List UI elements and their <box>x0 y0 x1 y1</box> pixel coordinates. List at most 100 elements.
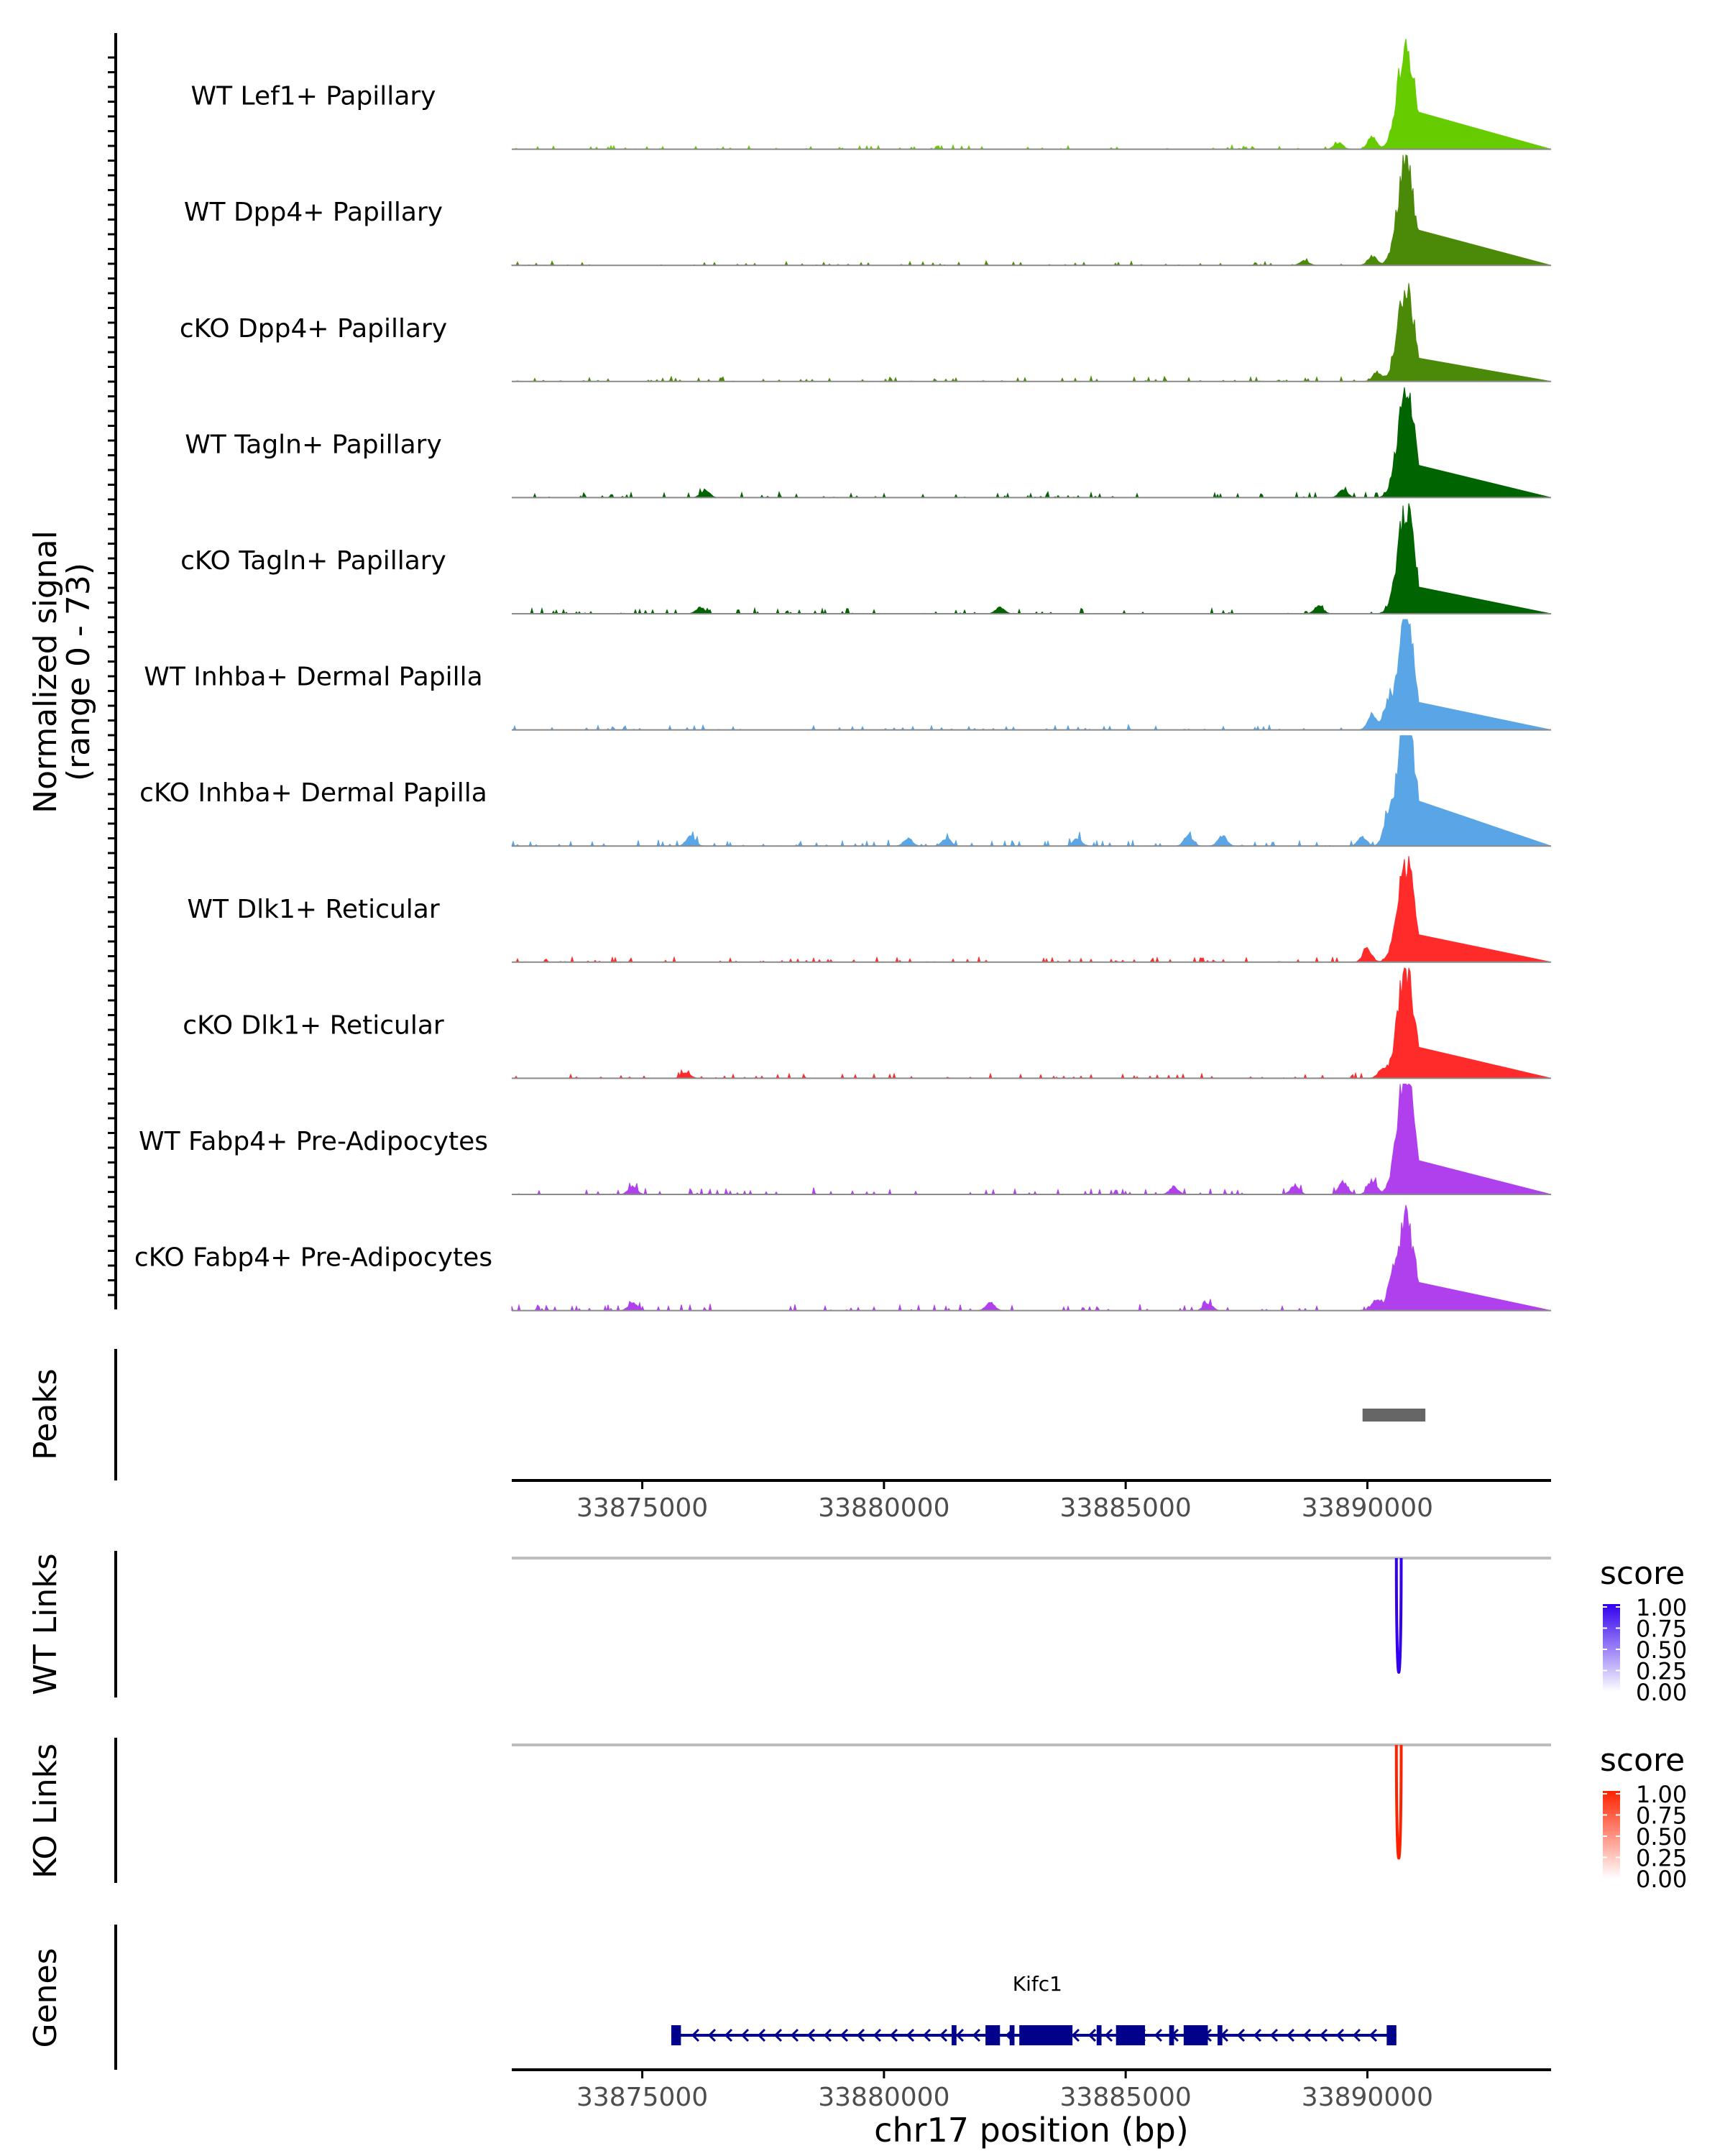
x-axis-tick-label: 33890000 <box>1302 2083 1433 2112</box>
coverage-area <box>512 619 1552 731</box>
coverage-y-axis <box>108 33 117 1309</box>
x-axis-tick-label: 33890000 <box>1302 1493 1433 1523</box>
gene-name-label: Kifc1 <box>1013 1972 1062 1996</box>
gene-strand-arrow <box>1335 2028 1345 2042</box>
peak-regions <box>1362 1409 1426 1422</box>
peaks-label: Peaks <box>27 1368 64 1460</box>
wt-link-arc <box>1394 1557 1403 1674</box>
gene-strand-arrow <box>873 2028 882 2042</box>
legend-tick-label: 0.25 <box>1636 1658 1687 1685</box>
coverage-area <box>512 387 1552 499</box>
coverage-ylabel: Normalized signal <box>27 530 64 814</box>
ko-score-legend: score 1.000.750.500.250.00 <box>1600 1742 1687 1893</box>
coverage-area <box>512 1083 1552 1196</box>
x-axis-tick-label: 33880000 <box>818 2083 949 2112</box>
gene-strand-arrow <box>1253 2028 1262 2042</box>
gene-strand-arrow <box>889 2028 898 2042</box>
wt-score-legend: score 1.000.750.500.250.00 <box>1600 1555 1687 1706</box>
legend-tick-label: 0.50 <box>1636 1823 1687 1851</box>
coverage-track-label: WT Inhba+ Dermal Papilla <box>144 663 482 692</box>
coverage-tracks: WT Lef1+ Papillary WT Dpp4+ Papillary cKO … <box>134 38 1552 1312</box>
gene-exon <box>1019 2025 1073 2045</box>
coverage-track-label: WT Dlk1+ Reticular <box>187 895 439 924</box>
gene-strand-arrow <box>955 2028 965 2042</box>
gene-strand-arrow <box>1236 2028 1246 2042</box>
gene-strand-arrow <box>1087 2028 1097 2042</box>
coverage-area <box>512 503 1552 615</box>
gene-strand-arrow <box>972 2028 981 2042</box>
coverage-track-label: cKO Fabp4+ Pre-Adipocytes <box>134 1243 492 1273</box>
legend-tick-label: 0.75 <box>1636 1802 1687 1830</box>
gene-strand-arrow <box>806 2028 816 2042</box>
coverage-track-label: WT Tagln+ Papillary <box>185 430 442 459</box>
x-axis-title: chr17 position (bp) <box>874 2111 1189 2150</box>
top-x-axis-ticks: 33875000 33880000 33885000 33890000 <box>576 1480 1433 1523</box>
gene-exon <box>1217 2025 1223 2045</box>
coverage-y-ticks <box>108 56 116 1296</box>
legend-tick-label: 0.75 <box>1636 1616 1687 1643</box>
gene-strand-arrow <box>1071 2028 1080 2042</box>
coverage-track-label: WT Dpp4+ Papillary <box>184 198 443 227</box>
coverage-area <box>512 282 1552 382</box>
gene-exon <box>1183 2025 1208 2045</box>
coverage-area <box>512 967 1552 1079</box>
gene-strand-arrow <box>1368 2028 1378 2042</box>
coverage-ylabel-range: (range 0 - 73) <box>60 563 97 781</box>
wt-legend-colorbar <box>1603 1604 1620 1692</box>
ko-legend-colorbar <box>1603 1791 1620 1879</box>
legend-tick-label: 0.25 <box>1636 1845 1687 1872</box>
gene-strand-arrow <box>1302 2028 1312 2042</box>
legend-tick-label: 1.00 <box>1636 1781 1687 1808</box>
wt-legend-labels: 1.000.750.500.250.00 <box>1603 1594 1687 1706</box>
gene-strand-arrow <box>790 2028 799 2042</box>
x-axis-tick-label: 33885000 <box>1060 2083 1192 2112</box>
coverage-track-label: WT Fabp4+ Pre-Adipocytes <box>139 1127 488 1156</box>
gene-exon <box>1009 2025 1015 2045</box>
gene-strand-arrow <box>1319 2028 1328 2042</box>
bottom-x-axis-ticks: 33875000 33880000 33885000 33890000 <box>576 2070 1433 2112</box>
genes-label: Genes <box>27 1948 64 2047</box>
ko-legend-labels: 1.000.750.500.250.00 <box>1603 1781 1687 1893</box>
legend-tick-label: 1.00 <box>1636 1594 1687 1621</box>
gene-strand-arrow <box>740 2028 750 2042</box>
coverage-area <box>511 735 1552 847</box>
gene-strand-arrow <box>1154 2028 1163 2042</box>
gene-exon <box>952 2025 957 2045</box>
gene-exon <box>1116 2025 1146 2045</box>
x-axis-tick-label: 33885000 <box>1060 1493 1192 1523</box>
x-axis-tick-label: 33875000 <box>576 1493 708 1523</box>
gene-strand-arrow <box>1104 2028 1113 2042</box>
gene-strand-arrow <box>1269 2028 1279 2042</box>
gene-strand-arrow <box>823 2028 832 2042</box>
coverage-area <box>511 154 1552 267</box>
legend-tick-label: 0.50 <box>1636 1636 1687 1664</box>
gene-strand-arrow <box>1286 2028 1295 2042</box>
ko-links-label: KO Links <box>27 1743 64 1879</box>
wt-links-label: WT Links <box>27 1553 64 1695</box>
gene-model <box>671 2025 1397 2045</box>
gene-strand-arrow <box>757 2028 766 2042</box>
x-axis-tick-label: 33880000 <box>818 1493 949 1523</box>
gene-strand-arrow <box>856 2028 865 2042</box>
legend-tick-label: 0.00 <box>1636 1679 1687 1706</box>
legend-tick-label: 0.00 <box>1636 1866 1687 1893</box>
gene-exon <box>1096 2025 1102 2045</box>
gene-strand-arrow <box>773 2028 783 2042</box>
gene-strand-arrow <box>939 2028 948 2042</box>
coverage-area <box>512 856 1552 964</box>
gene-strand-arrow <box>707 2028 717 2042</box>
gene-exon <box>1386 2025 1397 2045</box>
gene-strand-arrow <box>840 2028 849 2042</box>
gene-strand-arrow <box>691 2028 700 2042</box>
peak-region <box>1362 1409 1426 1422</box>
ko-legend-title: score <box>1600 1742 1685 1779</box>
gene-strand-arrow <box>1352 2028 1361 2042</box>
coverage-track-label: cKO Dpp4+ Papillary <box>180 314 447 344</box>
coverage-area <box>511 1204 1552 1312</box>
gene-exon <box>671 2025 681 2045</box>
gene-strand-arrow <box>724 2028 733 2042</box>
coverage-area <box>512 38 1552 150</box>
coverage-track-label: cKO Dlk1+ Reticular <box>183 1010 444 1040</box>
coverage-track-label: WT Lef1+ Papillary <box>191 82 436 111</box>
